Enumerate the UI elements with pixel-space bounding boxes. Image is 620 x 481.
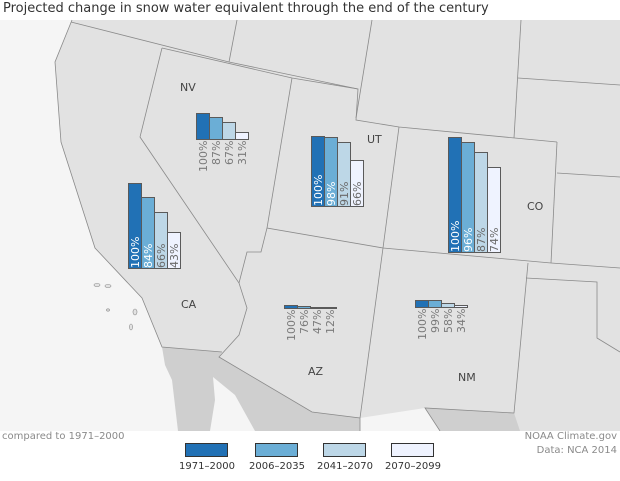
value-label: 100% [197, 141, 210, 173]
bar-az-period-3 [310, 307, 324, 309]
bar-nm-period-2 [428, 300, 442, 308]
islands [93, 283, 138, 331]
legend-label: 2006–2035 [249, 461, 305, 472]
state-label-co: CO [527, 200, 544, 213]
bar-az-period-2 [297, 305, 311, 309]
value-label: 43% [168, 243, 181, 268]
legend-label: 2041–2070 [317, 461, 373, 472]
bar-nv-period-1 [196, 113, 210, 140]
value-label: 76% [298, 310, 311, 335]
state-label-nm: NM [458, 371, 476, 384]
value-label: 47% [311, 310, 324, 335]
bar-nv-period-2 [209, 116, 223, 140]
state-label-az: AZ [308, 365, 324, 378]
legend-swatch-2041-2070 [323, 443, 366, 457]
bar-nm-period-3 [441, 303, 455, 308]
map-title: Projected change in snow water equivalen… [3, 1, 489, 16]
legend-swatch-2070-2099 [391, 443, 434, 457]
bar-nv-period-3 [222, 121, 236, 140]
state-label-ut: UT [367, 133, 382, 146]
legend-swatch-2006-2035 [255, 443, 298, 457]
value-label: 58% [442, 309, 455, 334]
bar-ut-period-4 [350, 160, 364, 207]
value-label: 99% [429, 309, 442, 334]
credit: NOAA Climate.gov [524, 431, 617, 442]
value-label: 87% [210, 141, 223, 166]
value-label: 74% [488, 227, 501, 252]
baseline-note: compared to 1971–2000 [2, 431, 125, 442]
value-label: 66% [351, 181, 364, 206]
legend-label: 2070–2099 [385, 461, 441, 472]
mexico-east [425, 408, 520, 431]
bar-nm-period-1 [415, 300, 429, 308]
bar-az-period-1 [284, 305, 298, 309]
value-label: 67% [223, 141, 236, 166]
value-label: 100% [416, 309, 429, 341]
mexico [162, 347, 360, 431]
state-borders [54, 19, 620, 431]
bar-az-period-4 [323, 307, 337, 309]
bar-co-period-4 [487, 167, 501, 253]
value-label: 31% [236, 141, 249, 166]
state-label-nv: NV [180, 81, 196, 94]
bar-nm-period-4 [454, 305, 468, 308]
state-label-ca: CA [181, 298, 197, 311]
value-label: 12% [324, 310, 337, 335]
value-label: 34% [455, 309, 468, 334]
gulf-of-california [210, 377, 255, 431]
value-label: 100% [285, 310, 298, 342]
legend-swatch-1971-2000 [185, 443, 228, 457]
data-source: Data: NCA 2014 [536, 445, 617, 456]
legend-label: 1971–2000 [179, 461, 235, 472]
bar-ca-period-4 [167, 232, 181, 269]
bar-nv-period-4 [235, 131, 249, 140]
